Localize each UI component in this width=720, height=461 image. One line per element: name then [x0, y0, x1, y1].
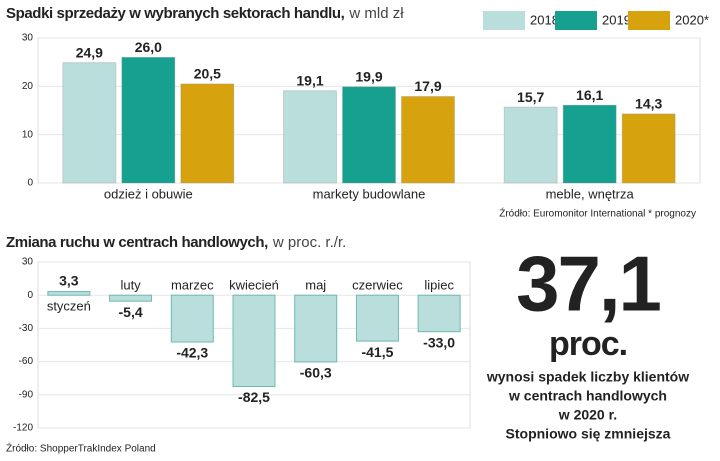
bar: [401, 95, 455, 184]
x-tick-label: styczeń: [47, 299, 91, 314]
callout-number: 37,1: [516, 240, 660, 328]
y-tick-label: 0: [27, 290, 33, 301]
value-label: -5,4: [119, 304, 143, 320]
chart-heading: Zmiana ruchu w centrach handlowych, w pro…: [6, 234, 346, 251]
value-label: -60,3: [300, 365, 332, 381]
bar: [342, 86, 396, 184]
source: Źródło: Euromonitor International * prog…: [499, 207, 696, 220]
value-label: 19,9: [355, 69, 382, 85]
bar: [109, 294, 153, 302]
bar: [283, 90, 337, 184]
bar: [417, 294, 461, 333]
value-label: 24,9: [76, 44, 103, 60]
legend-swatch: [555, 11, 597, 30]
chart-unit: w proc. r./r.: [272, 234, 346, 251]
bar: [355, 294, 399, 342]
y-tick-label: 30: [22, 257, 34, 268]
bar: [170, 294, 214, 343]
x-tick-label: czerwiec: [352, 278, 403, 293]
bar: [47, 291, 91, 296]
x-tick-label: lipiec: [424, 278, 454, 293]
bar: [503, 106, 558, 184]
x-tick-label: marzec: [171, 278, 214, 293]
x-tick-label: luty: [120, 278, 141, 293]
value-label: -42,3: [176, 345, 208, 361]
x-tick-label: maj: [305, 278, 326, 293]
value-label: -33,0: [423, 334, 455, 350]
y-tick-label: -60: [19, 356, 34, 367]
value-label: -82,5: [238, 389, 270, 405]
value-label: 26,0: [135, 39, 162, 55]
chart-heading: Spadki sprzedaży w wybranych sektorach h…: [6, 5, 404, 22]
y-tick-label: -90: [19, 389, 34, 400]
callout-unit: proc.: [549, 325, 627, 363]
callout-text: w 2020 r.: [558, 407, 617, 423]
legend-swatch: [628, 11, 670, 30]
y-tick-label: -120: [13, 423, 33, 434]
y-tick-label: 30: [22, 33, 34, 44]
y-tick-label: 0: [27, 178, 33, 189]
bar: [121, 56, 176, 184]
x-tick-label: markety budowlane: [313, 186, 426, 201]
x-tick-label: odzież i obuwie: [104, 186, 193, 201]
x-tick-label: kwiecień: [229, 278, 279, 293]
value-label: 15,7: [517, 89, 544, 105]
bar: [621, 113, 676, 184]
callout-text: wynosi spadek liczby klientów: [486, 369, 689, 385]
chart-unit: w mld zł: [348, 5, 404, 22]
callout-text: w centrach handlowych: [508, 388, 667, 404]
x-tick-label: meble, wnętrza: [546, 186, 635, 201]
y-tick-label: 20: [22, 81, 34, 92]
value-label: 20,5: [194, 66, 221, 82]
legend-label: 2019: [602, 12, 631, 27]
bar: [294, 294, 338, 363]
chart-title: Spadki sprzedaży w wybranych sektorach h…: [6, 5, 345, 22]
legend-label: 2018: [530, 12, 559, 27]
value-label: 19,1: [296, 72, 323, 88]
bar: [562, 104, 617, 184]
value-label: 14,3: [635, 96, 662, 112]
callout-text: Stopniowo się zmniejsza: [506, 426, 671, 442]
chart-title: Zmiana ruchu w centrach handlowych,: [6, 234, 268, 251]
source: Źródło: ShopperTrakIndex Poland: [6, 442, 156, 455]
legend-swatch: [483, 11, 525, 30]
value-label: 16,1: [576, 87, 603, 103]
bar: [232, 294, 276, 388]
value-label: 17,9: [414, 78, 441, 94]
y-tick-label: 10: [22, 129, 34, 140]
value-label: -41,5: [361, 344, 393, 360]
y-tick-label: -30: [19, 323, 34, 334]
bar: [62, 62, 117, 184]
legend-label: 2020*: [675, 12, 709, 27]
bar: [180, 83, 235, 184]
value-label: 3,3: [59, 272, 79, 288]
